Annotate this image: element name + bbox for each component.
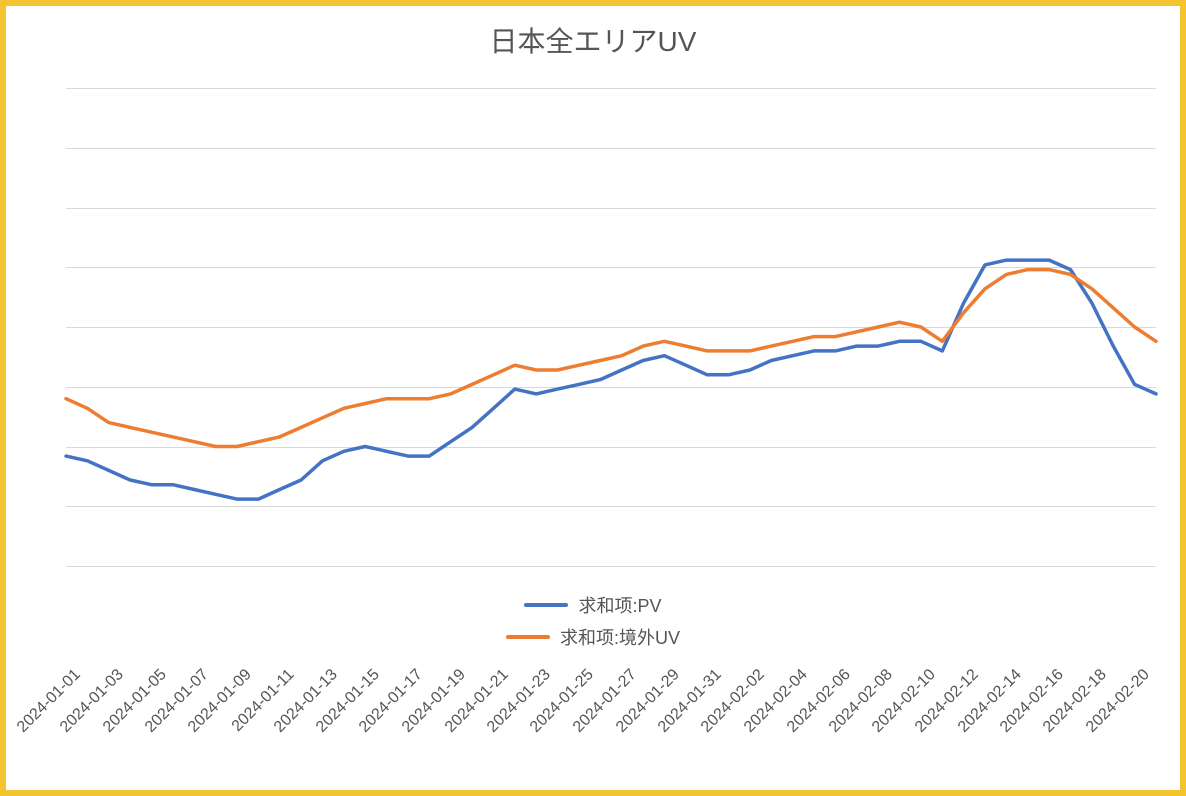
legend-item-pv: 求和项:PV — [6, 592, 1180, 618]
gridline — [66, 566, 1156, 567]
legend-item-overseas-uv: 求和项:境外UV — [6, 624, 1180, 650]
plot-area — [66, 88, 1156, 566]
legend-label-overseas-uv: 求和项:境外UV — [560, 624, 680, 650]
legend-label-pv: 求和项:PV — [578, 592, 661, 618]
chart-title: 日本全エリアUV — [6, 20, 1180, 60]
x-axis: 2024-01-012024-01-032024-01-052024-01-07… — [66, 662, 1156, 792]
series-pv-line — [66, 260, 1156, 499]
line-svg — [66, 88, 1156, 566]
chart-frame: 日本全エリアUV 求和项:PV 求和项:境外UV 2024-01-012024-… — [0, 0, 1186, 796]
legend: 求和项:PV 求和项:境外UV — [6, 586, 1180, 656]
series-overseas-uv-line — [66, 270, 1156, 447]
legend-swatch-overseas-uv — [506, 635, 550, 639]
legend-swatch-pv — [524, 603, 568, 607]
